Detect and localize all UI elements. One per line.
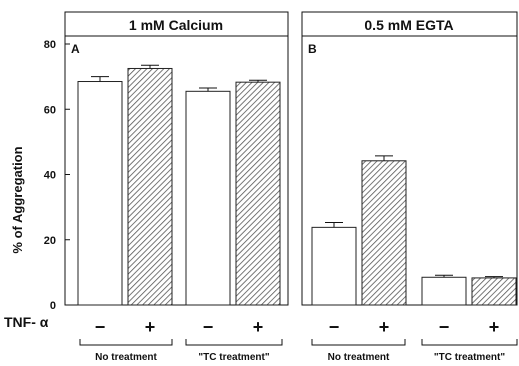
group-label: No treatment (95, 352, 157, 363)
y-tick-label: 80 (44, 39, 56, 51)
group-bracket (311, 339, 406, 346)
group-label: "TC treatment" (198, 352, 269, 363)
y-tick-label: 20 (44, 235, 56, 247)
y-axis-title: % of Aggregation (10, 146, 25, 253)
y-tick-label: 40 (44, 170, 56, 182)
tnf-sign: − (439, 317, 450, 337)
tnf-sign: − (203, 317, 214, 337)
bar (471, 277, 517, 306)
group-brackets: No treatment "TC treatment" No treatment "T… (79, 339, 518, 363)
tnf-sign: + (489, 317, 500, 337)
tnf-sign: − (329, 317, 340, 337)
tnf-sign: + (253, 317, 264, 337)
panel-a-title: 1 mM Calcium (129, 17, 223, 33)
y-tick-label: 0 (50, 300, 56, 312)
panel-b-letter: B (308, 42, 317, 56)
panel-a: 1 mM Calcium A 0 20 40 60 80 (44, 11, 289, 312)
bar (311, 226, 357, 306)
y-axis-ticks: 0 20 40 60 80 (44, 39, 70, 312)
tnf-sign-row: − + − + − + − + (95, 317, 500, 337)
bar (185, 90, 231, 306)
panel-a-bars (77, 64, 281, 306)
bar (361, 160, 407, 306)
panel-b-bars (311, 155, 517, 306)
panel-a-frame (64, 11, 289, 306)
group-bracket (185, 339, 283, 346)
tnf-sign: + (379, 317, 390, 337)
group-bracket (421, 339, 518, 346)
y-tick-label: 60 (44, 104, 56, 116)
panel-a-letter: A (71, 42, 80, 56)
bar (421, 276, 467, 306)
group-label: No treatment (328, 352, 390, 363)
bar (77, 81, 123, 306)
panel-b-title: 0.5 mM EGTA (364, 17, 453, 33)
panel-b-frame (301, 11, 518, 306)
panel-b: 0.5 mM EGTA B (301, 11, 518, 306)
bar (235, 81, 281, 306)
group-label: "TC treatment" (434, 352, 505, 363)
tnf-sign: + (145, 317, 156, 337)
bar (127, 67, 173, 306)
tnf-sign: − (95, 317, 106, 337)
tnf-alpha-row-label: TNF- α (4, 314, 49, 330)
group-bracket (79, 339, 173, 346)
